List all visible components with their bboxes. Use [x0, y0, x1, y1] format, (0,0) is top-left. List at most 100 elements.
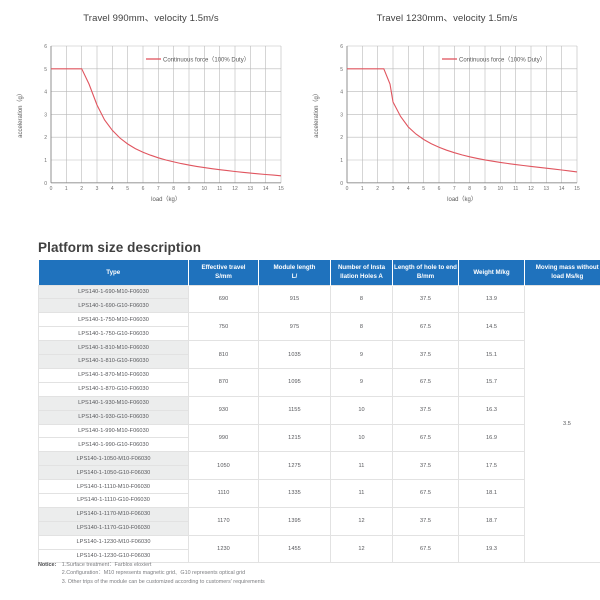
cell-type: LPS140-1-1170-M10-F06030 — [38, 506, 189, 522]
chart-travel-990: Travel 990mm、velocity 1.5m/s — [6, 8, 296, 218]
notice-line: 3. Other trips of the module can be cust… — [61, 578, 265, 585]
x-axis-label: load（kg） — [447, 196, 477, 203]
cell-installation-holes: 11 — [330, 451, 393, 481]
cell-effective-travel: 1170 — [188, 506, 259, 536]
cell-effective-travel: 690 — [188, 284, 259, 314]
table-row: LPS140-1-1050-M10-F06030 1050 1275 11 37.5 17… — [38, 451, 600, 481]
notice-line: 2.Configuration：M10 represents magnetic … — [61, 570, 246, 577]
cell-moving-mass: 3.5 — [524, 284, 600, 564]
cell-hole-to-end: 37.5 — [392, 284, 459, 314]
cell-weight: 14.5 — [458, 312, 525, 342]
chart-travel-1230: Travel 1230mm、velocity 1.5m/s — [302, 8, 592, 218]
cell-module-length: 1035 — [258, 340, 331, 369]
svg-text:8: 8 — [172, 186, 175, 192]
cell-weight: 16.3 — [458, 395, 525, 425]
cell-type: LPS140-1-1050-M10-F06030 — [38, 451, 189, 467]
chart-title: Travel 990mm、velocity 1.5m/s — [83, 13, 219, 24]
platform-size-table-wrapper: Type Effective travel S/mm Module length… — [38, 260, 600, 564]
table-row: LPS140-1-1230-G10-F06030 — [38, 548, 600, 564]
table-row: LPS140-1-690-G10-F06030 — [38, 298, 600, 314]
cell-type: LPS140-1-1110-G10-F06030 — [38, 492, 189, 508]
table-row: LPS140-1-870-G10-F06030 — [38, 381, 600, 397]
cell-hole-to-end: 37.5 — [392, 395, 459, 425]
table-row: LPS140-1-990-M10-F06030 990 1215 10 67.5 16.9 — [38, 423, 600, 453]
svg-text:8: 8 — [468, 186, 471, 192]
cell-type: LPS140-1-870-M10-F06030 — [38, 367, 189, 383]
col-header-hole-to-end: Length of hole to end B/mm — [392, 260, 459, 286]
cell-type: LPS140-1-1170-G10-F06030 — [38, 520, 189, 536]
svg-text:13: 13 — [544, 186, 550, 192]
cell-effective-travel: 1230 — [188, 534, 259, 564]
svg-text:4: 4 — [407, 186, 410, 192]
cell-weight: 18.7 — [458, 506, 525, 536]
cell-module-length: 975 — [258, 312, 331, 342]
svg-text:6: 6 — [142, 186, 145, 192]
svg-text:6: 6 — [44, 44, 47, 50]
chart-canvas: Continuous force（100% Duty） 0 1 2 3 4 5 … — [302, 38, 592, 218]
svg-text:1: 1 — [44, 158, 47, 164]
svg-text:10: 10 — [202, 186, 208, 192]
cell-effective-travel: 1050 — [188, 451, 259, 481]
svg-text:2: 2 — [80, 186, 83, 192]
svg-text:13: 13 — [248, 186, 254, 192]
svg-text:5: 5 — [44, 67, 47, 73]
cell-installation-holes: 10 — [330, 395, 393, 425]
svg-text:2: 2 — [376, 186, 379, 192]
svg-text:4: 4 — [111, 186, 114, 192]
cell-module-length: 915 — [258, 284, 331, 314]
cell-installation-holes: 12 — [330, 506, 393, 536]
svg-text:6: 6 — [438, 186, 441, 192]
cell-type: LPS140-1-1050-G10-F06030 — [38, 465, 189, 481]
charts-row: Travel 990mm、velocity 1.5m/s — [0, 0, 600, 218]
cell-module-length: 1215 — [258, 423, 331, 453]
cell-weight: 15.1 — [458, 340, 525, 369]
notice-block: Notice: 1.Surface treatment：Farblos elox… — [38, 561, 265, 586]
cell-hole-to-end: 67.5 — [392, 479, 459, 508]
cell-weight: 16.9 — [458, 423, 525, 453]
svg-text:0: 0 — [44, 181, 47, 187]
cell-hole-to-end: 67.5 — [392, 534, 459, 564]
cell-type: LPS140-1-750-G10-F06030 — [38, 326, 189, 342]
svg-text:5: 5 — [422, 186, 425, 192]
cell-weight: 17.5 — [458, 451, 525, 481]
cell-installation-holes: 9 — [330, 367, 393, 397]
cell-type: LPS140-1-990-M10-F06030 — [38, 423, 189, 439]
svg-text:14: 14 — [263, 186, 269, 192]
cell-type: LPS140-1-810-G10-F06030 — [38, 354, 189, 369]
cell-hole-to-end: 67.5 — [392, 423, 459, 453]
cell-type: LPS140-1-930-G10-F06030 — [38, 409, 189, 425]
svg-text:15: 15 — [278, 186, 284, 192]
chart-svg-990: Continuous force（100% Duty） 0 1 2 3 4 5 … — [17, 44, 284, 203]
table-header-row: Type Effective travel S/mm Module length… — [38, 260, 600, 286]
cell-effective-travel: 750 — [188, 312, 259, 342]
series-line-continuous-force — [347, 68, 578, 173]
cell-type: LPS140-1-690-G10-F06030 — [38, 298, 189, 314]
svg-text:1: 1 — [361, 186, 364, 192]
table-row: LPS140-1-690-M10-F06030 690 915 8 37.5 13.9 3.… — [38, 284, 600, 564]
cell-installation-holes: 11 — [330, 479, 393, 508]
cell-type: LPS140-1-930-M10-F06030 — [38, 395, 189, 411]
notice-label: Notice: — [38, 562, 57, 568]
cell-module-length: 1095 — [258, 367, 331, 397]
col-header-effective-travel: Effective travel S/mm — [188, 260, 259, 286]
svg-text:9: 9 — [188, 186, 191, 192]
page-title: Platform size description — [38, 240, 202, 255]
svg-text:3: 3 — [96, 186, 99, 192]
cell-type: LPS140-1-1110-M10-F06030 — [38, 479, 189, 494]
cell-module-length: 1455 — [258, 534, 331, 564]
cell-effective-travel: 930 — [188, 395, 259, 425]
cell-hole-to-end: 67.5 — [392, 367, 459, 397]
svg-text:5: 5 — [340, 67, 343, 73]
table-row: LPS140-1-810-G10-F06030 — [38, 354, 600, 369]
chart-svg-1230: Continuous force（100% Duty） 0 1 2 3 4 5 … — [313, 44, 580, 203]
svg-text:9: 9 — [484, 186, 487, 192]
x-axis-label: load（kg） — [151, 196, 181, 203]
y-axis-label: acceleration（g） — [313, 90, 320, 138]
table-row: LPS140-1-930-M10-F06030 930 1155 10 37.5 16.3 — [38, 395, 600, 425]
cell-hole-to-end: 37.5 — [392, 340, 459, 369]
cell-type: LPS140-1-690-M10-F06030 — [38, 284, 189, 300]
cell-installation-holes: 10 — [330, 423, 393, 453]
svg-text:2: 2 — [44, 135, 47, 141]
col-header-module-length: Module length L/ — [258, 260, 331, 286]
svg-text:0: 0 — [340, 181, 343, 187]
